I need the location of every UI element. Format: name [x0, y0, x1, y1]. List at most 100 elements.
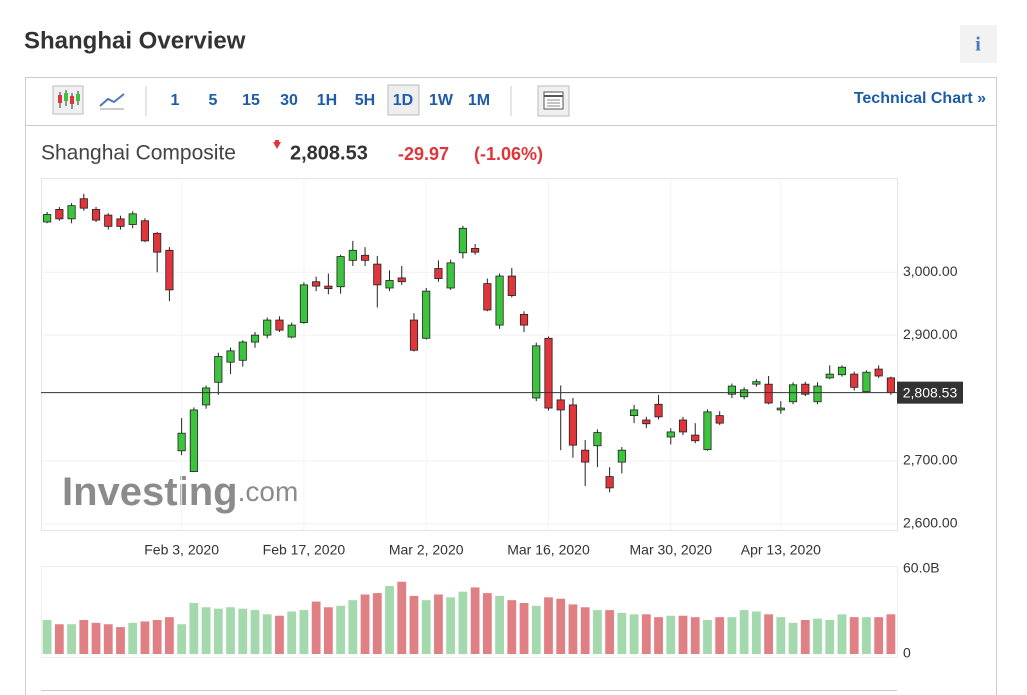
candle-body [825, 373, 834, 379]
candle-body [544, 337, 553, 409]
x-tick-label: Mar 2, 2020 [389, 542, 464, 558]
volume-bar [874, 617, 884, 654]
last-price-tag [897, 381, 963, 404]
volume-bar [397, 581, 407, 654]
volume-bar [67, 624, 76, 654]
interval-button[interactable]: 5 [209, 92, 218, 109]
volume-bar [79, 620, 89, 654]
volume-bar [482, 593, 492, 654]
watermark: Investing.com [62, 470, 298, 514]
volume-bar [446, 597, 456, 654]
volume-bar [372, 593, 382, 654]
interval-button[interactable]: 1D [393, 92, 413, 109]
candle-body [91, 209, 101, 221]
volume-bar [275, 615, 284, 654]
x-tick-label: Apr 13, 2020 [741, 542, 821, 558]
y-tick-label: 2,900.00 [903, 326, 958, 342]
volume-bar [544, 597, 553, 654]
watermark-part: .com [238, 476, 299, 507]
candle-body [776, 407, 785, 411]
volume-bar [116, 627, 125, 654]
volume-bar [103, 624, 113, 654]
volume-bar [556, 598, 566, 654]
candle-body [263, 319, 272, 336]
volume-bar [641, 614, 651, 654]
down-arrow [273, 140, 281, 149]
volume-bar [690, 617, 700, 654]
candle-body [214, 356, 223, 383]
volume-bar [434, 594, 443, 654]
volume-bar [776, 617, 786, 654]
interval-button[interactable]: 1 [171, 92, 180, 109]
candle-body [373, 263, 382, 286]
candle-body [850, 373, 859, 388]
candle-body [409, 319, 419, 351]
volume-bar [409, 595, 419, 654]
candle-body [385, 280, 394, 289]
line-icon[interactable] [99, 93, 125, 110]
candle-body [519, 313, 529, 326]
candle-body [202, 387, 211, 406]
info-icon[interactable]: i [975, 34, 981, 56]
interval-button[interactable]: 1W [429, 92, 454, 109]
candle-body [422, 290, 431, 339]
percent-change: (-1.06%) [474, 144, 543, 164]
candle-body [275, 319, 284, 331]
candle-body [703, 411, 712, 450]
candle-body [471, 247, 480, 253]
candle-body [654, 403, 663, 418]
candle-body [837, 366, 847, 376]
candle-body [55, 209, 64, 220]
interval-button[interactable]: 30 [280, 92, 298, 109]
candle-body [874, 368, 883, 377]
volume-bar [495, 595, 504, 654]
candle-body [788, 384, 798, 403]
candle-body [813, 385, 822, 403]
candle-body [605, 476, 614, 489]
last-price-label: 2,808.53 [903, 384, 958, 400]
volume-bar [739, 610, 749, 654]
candle-body [752, 381, 761, 385]
candle-body [483, 283, 492, 311]
candle-body [116, 218, 125, 227]
volume-bar [250, 610, 260, 654]
candle-body [79, 198, 88, 209]
candle-body [764, 383, 773, 404]
volume-bar [678, 615, 688, 654]
volume-bar [764, 614, 774, 654]
volume-bar [164, 617, 174, 654]
volume-bar [421, 600, 431, 654]
y-tick-label: 2,600.00 [903, 514, 958, 530]
volume-bar [348, 600, 358, 654]
volume-bar [751, 611, 761, 654]
volume-bar [629, 614, 639, 654]
candle-body [177, 432, 186, 452]
candle-body [691, 434, 700, 442]
volume-bar [128, 622, 138, 654]
candle-body [348, 249, 357, 261]
interval-button[interactable]: 15 [242, 92, 260, 109]
plot-frame [41, 178, 898, 531]
volume-bar [458, 591, 468, 654]
candle-body [165, 249, 174, 291]
volume-bar [238, 608, 248, 654]
layout-icon[interactable] [537, 85, 570, 117]
candle-body [617, 449, 626, 463]
volume-bar [788, 622, 798, 654]
interval-button[interactable]: 1M [468, 92, 490, 109]
x-tick-label: Mar 16, 2020 [507, 542, 590, 558]
volume-bar [605, 610, 615, 654]
volume-bar [385, 586, 394, 654]
interval-button[interactable]: 1H [317, 92, 337, 109]
candle-body [740, 389, 749, 398]
candle-icon[interactable] [52, 85, 84, 115]
instrument-name: Shanghai Composite [41, 142, 236, 165]
info-button[interactable] [960, 25, 997, 63]
volume-bar [531, 605, 541, 654]
candle-body [593, 432, 602, 447]
candle-body [801, 383, 810, 395]
technical-chart-link[interactable]: Technical Chart » [854, 90, 986, 107]
volume-bar [727, 617, 737, 654]
interval-button[interactable]: 5H [355, 92, 375, 109]
